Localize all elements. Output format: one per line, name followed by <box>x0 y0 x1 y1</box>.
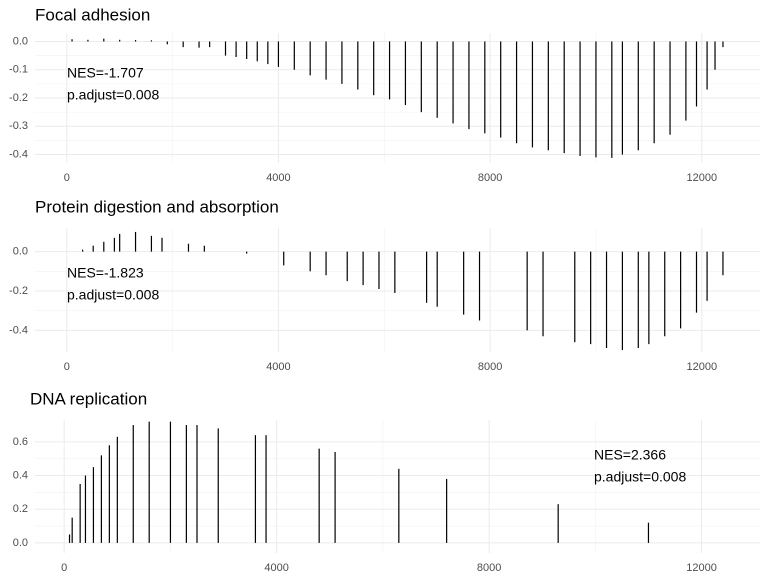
y-tick-label: -0.3 <box>9 120 28 132</box>
x-tick-label: 0 <box>64 361 70 373</box>
y-tick-label: 0.0 <box>13 35 28 47</box>
y-tick-label: -0.2 <box>9 92 28 104</box>
x-tick-label: 4000 <box>264 562 288 574</box>
x-tick-label: 8000 <box>477 562 501 574</box>
annotation: NES=-1.707 <box>67 65 144 81</box>
x-tick-label: 4000 <box>266 361 290 373</box>
panel-title: DNA replication <box>30 389 147 408</box>
panel-title: Protein digestion and absorption <box>35 197 279 216</box>
x-tick-label: 12000 <box>686 172 717 184</box>
x-tick-label: 8000 <box>478 361 502 373</box>
annotation: p.adjust=0.008 <box>67 87 159 103</box>
y-tick-label: -0.1 <box>9 64 28 76</box>
x-tick-label: 12000 <box>686 562 717 574</box>
y-tick-label: 0.0 <box>13 537 28 549</box>
y-tick-label: 0.4 <box>13 469 28 481</box>
x-tick-label: 8000 <box>478 172 502 184</box>
annotation: NES=2.366 <box>594 447 666 463</box>
annotation: p.adjust=0.008 <box>67 287 159 303</box>
y-tick-label: -0.2 <box>9 285 28 297</box>
y-tick-label: 0.0 <box>13 246 28 258</box>
panel-title: Focal adhesion <box>35 5 150 24</box>
annotation: NES=-1.823 <box>67 265 144 281</box>
annotation: p.adjust=0.008 <box>594 469 686 485</box>
x-tick-label: 0 <box>61 562 67 574</box>
x-tick-label: 4000 <box>266 172 290 184</box>
y-tick-label: -0.4 <box>9 324 28 336</box>
y-tick-label: -0.4 <box>9 148 28 160</box>
x-tick-label: 0 <box>64 172 70 184</box>
y-tick-label: 0.6 <box>13 436 28 448</box>
x-tick-label: 12000 <box>686 361 717 373</box>
y-tick-label: 0.2 <box>13 503 28 515</box>
